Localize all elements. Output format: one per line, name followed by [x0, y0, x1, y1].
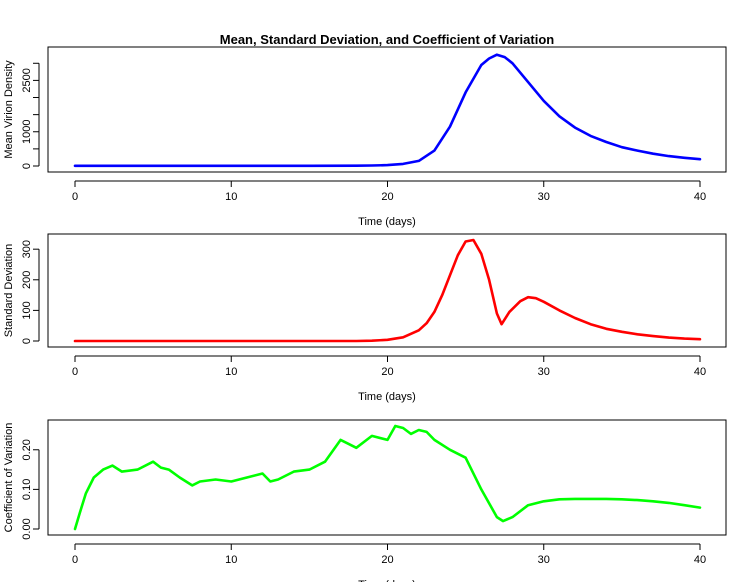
- y-tick-label: 0: [21, 163, 33, 169]
- x-tick-label: 10: [225, 191, 237, 203]
- y-axis-label: Mean Virion Density: [3, 60, 15, 159]
- x-tick-label: 10: [225, 554, 237, 566]
- plot-frame: [47, 233, 727, 348]
- y-tick-label: 0.00: [21, 518, 33, 539]
- x-tick-label: 0: [72, 554, 78, 566]
- series-line: [73, 424, 702, 531]
- chart-title: Mean, Standard Deviation, and Coefficien…: [220, 32, 554, 47]
- x-tick-label: 40: [694, 366, 706, 378]
- panel-mean: 0 10 20 30 40 Time (days) 0 1000 2500 Mean Virion…: [3, 46, 727, 228]
- x-tick-label: 30: [538, 191, 550, 203]
- series-line: [73, 238, 702, 343]
- y-tick-label: 0.10: [21, 479, 33, 500]
- series-line: [73, 53, 702, 168]
- x-axis-label: Time (days): [358, 216, 416, 228]
- y-tick-label: 2500: [21, 68, 33, 92]
- x-tick-label: 0: [72, 366, 78, 378]
- plot-frame: [47, 419, 727, 536]
- y-tick-label: 300: [21, 240, 33, 258]
- x-axis-label: Time (days): [358, 391, 416, 403]
- y-tick-label: 0: [21, 338, 33, 344]
- x-tick-label: 20: [381, 554, 393, 566]
- plot-frame: [47, 46, 727, 173]
- x-tick-label: 40: [694, 554, 706, 566]
- x-tick-label: 40: [694, 191, 706, 203]
- y-axis-label: Coefficient of Variation: [3, 423, 15, 533]
- x-tick-label: 20: [381, 366, 393, 378]
- y-tick-label: 1000: [21, 120, 33, 144]
- y-axis-label: Standard Deviation: [3, 244, 15, 338]
- y-tick-label: 200: [21, 271, 33, 289]
- x-tick-label: 30: [538, 554, 550, 566]
- panel-coefficient-of-variation: 0 10 20 30 40 Time (days) 0.00 0.10 0.20 Coeffici…: [3, 419, 727, 582]
- y-tick-label: 0.20: [21, 439, 33, 460]
- panel-standard-deviation: 0 10 20 30 40 Time (days) 0 100 200 300 Standard D…: [3, 233, 727, 403]
- y-tick-label: 100: [21, 301, 33, 319]
- x-tick-label: 0: [72, 191, 78, 203]
- x-tick-label: 20: [381, 191, 393, 203]
- x-axis-label: Time (days): [358, 579, 416, 582]
- x-tick-label: 30: [538, 366, 550, 378]
- x-tick-label: 10: [225, 366, 237, 378]
